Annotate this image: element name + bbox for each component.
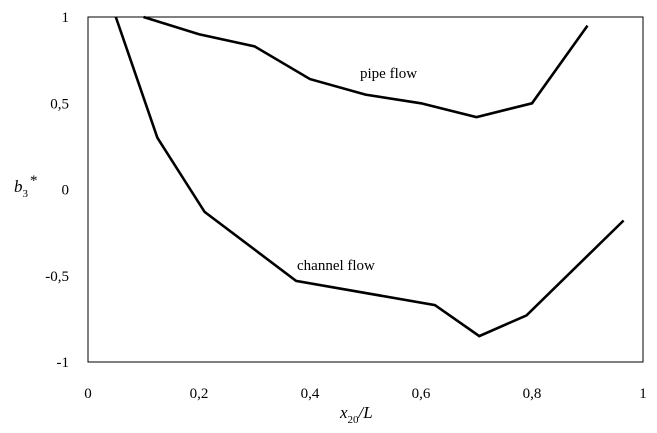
x-tick-label: 0,8 xyxy=(523,386,542,402)
y-tick-labels: 1 0,5 0 -0,5 -1 xyxy=(45,10,69,371)
x-axis-label: x20/L xyxy=(339,403,373,426)
y-axis-label-sup: * xyxy=(30,173,38,189)
series-line-0 xyxy=(143,15,589,119)
y-axis-label-main: b xyxy=(14,177,23,196)
x-axis-label-rest: /L xyxy=(358,403,373,422)
series-line-1 xyxy=(114,16,625,338)
annotation-pipe-flow: pipe flow xyxy=(360,66,417,82)
y-tick-label: -1 xyxy=(57,355,70,371)
y-tick-label: -0,5 xyxy=(45,269,69,285)
x-tick-label: 1 xyxy=(639,386,647,402)
y-axis-label-sub: 3 xyxy=(23,188,29,200)
x-tick-labels: 0 0,2 0,4 0,6 0,8 1 xyxy=(84,386,647,402)
series-group xyxy=(114,15,625,338)
x-tick-label: 0 xyxy=(84,386,92,402)
annotation-channel-flow: channel flow xyxy=(297,258,375,274)
y-tick-label: 0,5 xyxy=(50,96,69,112)
y-tick-label: 0 xyxy=(62,183,70,199)
y-tick-label: 1 xyxy=(62,10,70,26)
x-tick-label: 0,2 xyxy=(190,386,209,402)
x-tick-label: 0,4 xyxy=(301,386,320,402)
x-tick-label: 0,6 xyxy=(412,386,431,402)
x-axis-label-sub: 20 xyxy=(348,414,360,426)
plot-area-border xyxy=(87,16,644,363)
y-axis-label: b3* xyxy=(14,173,38,200)
x-axis-label-main: x xyxy=(339,403,348,422)
